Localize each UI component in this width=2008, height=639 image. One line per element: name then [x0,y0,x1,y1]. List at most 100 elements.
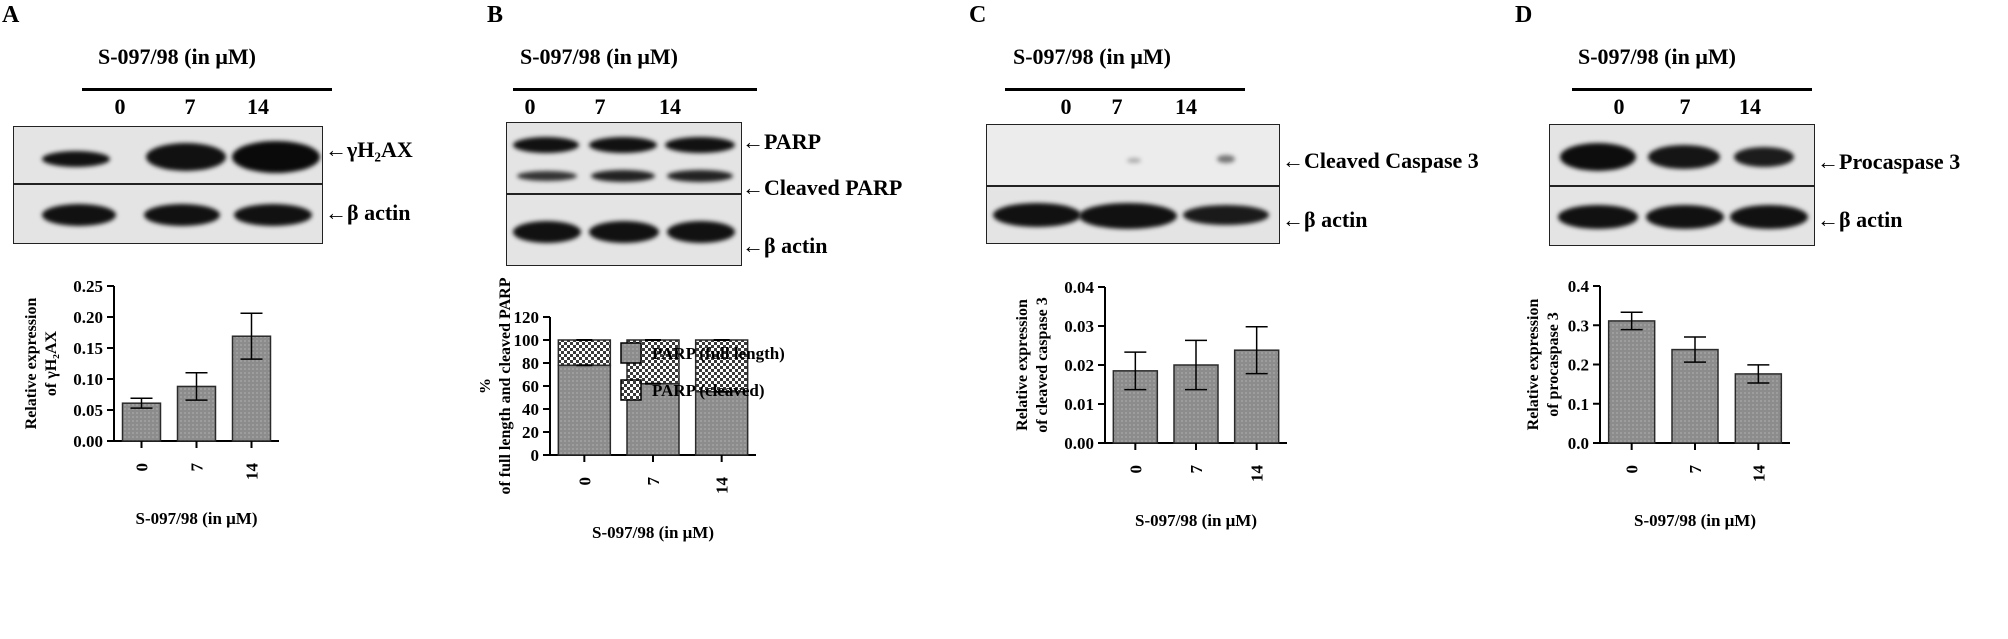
band [513,137,579,153]
blot-label-arrow: ← [1282,148,1304,173]
y-tick-label: 0.20 [73,308,103,327]
y-axis-label: % [480,378,494,394]
dose-label: 7 [184,94,196,119]
x-axis-label: S-097/98 (in μM) [1135,511,1257,530]
x-axis-label: S-097/98 (in μM) [1634,511,1756,530]
blot-label: β actin [1839,207,1903,232]
dose-label: 7 [594,94,606,119]
x-tick-label: 7 [1187,465,1206,474]
y-tick-label: 100 [514,331,540,350]
x-axis-label: S-097/98 (in μM) [592,523,714,542]
y-tick-label: 0.03 [1064,317,1094,336]
dose-label: 0 [1613,94,1625,119]
band [667,170,733,182]
blot-label-arrow: ← [1282,207,1304,232]
panel-a: A S-097/98 (in μM) 0 7 14 ← γH₂AX ← β ac… [0,0,500,639]
band [1646,205,1724,229]
x-tick-label: 7 [1686,465,1705,474]
blot-label: Cleaved Caspase 3 [1304,148,1479,173]
band [589,137,657,153]
y-tick-label: 0 [531,446,540,465]
legend-swatch [620,342,642,364]
y-axis-label: of γH₂AX [43,330,60,396]
y-tick-label: 0.2 [1568,356,1589,375]
blot-label: β actin [1304,207,1368,232]
treatment-line [82,88,332,91]
y-tick-label: 120 [514,308,540,327]
dose-label: 14 [659,94,681,119]
treatment-title: S-097/98 (in μM) [1013,44,1171,69]
y-axis-label: of full length and cleaved PARP [497,277,514,494]
blot-label: β actin [764,233,828,258]
blot-label: Cleaved PARP [764,175,903,200]
x-tick-label: 0 [1623,465,1642,474]
panel-letter: D [1515,2,1533,28]
blot-cleaved-caspase3 [986,124,1280,186]
legend-swatch [620,379,642,401]
y-tick-label: 0.25 [73,277,103,296]
blot-label-arrow: ← [742,129,764,154]
y-tick-label: 0.3 [1568,316,1589,335]
treatment-line [1005,88,1245,91]
band [993,203,1081,227]
blot-label: Procaspase 3 [1839,149,1961,174]
bar [1671,348,1719,444]
panel-letter: B [487,2,504,28]
y-tick-label: 0.0 [1568,434,1589,453]
bar-segment [694,391,749,456]
dose-label: 14 [1739,94,1761,119]
band [513,221,581,243]
x-tick-label: 0 [1126,465,1145,474]
blot-actin [506,194,742,266]
dose-label: 14 [1175,94,1197,119]
band [667,221,735,243]
y-tick-label: 80 [522,354,539,373]
treatment-line [513,88,757,91]
y-tick-label: 20 [522,423,539,442]
chart-a: 0.00 0.05 0.10 0.15 0.20 0.25 Relative express… [23,277,279,528]
band [1183,205,1269,225]
legend-label: PARP (full length) [652,344,785,363]
blot-label-arrow: ← [1817,207,1839,232]
blot-gh2ax [13,126,323,184]
blot-parp [506,122,742,194]
dose-label: 0 [114,94,126,119]
x-tick-label: 14 [1749,465,1768,483]
y-tick-label: 0.15 [73,339,103,358]
y-tick-label: 0.05 [73,401,103,420]
band [232,141,320,173]
blot-label-arrow: ← [1817,149,1839,174]
blot-actin [986,186,1280,244]
y-tick-label: 0.1 [1568,395,1589,414]
dose-label: 0 [524,94,536,119]
x-tick-label: 14 [1248,465,1267,483]
blot-actin [1549,186,1815,246]
bar-segment [557,339,612,367]
band [1127,158,1141,163]
y-tick-label: 0.02 [1064,356,1094,375]
chart-d: 0.0 0.1 0.2 0.3 0.4 Relative expression of pro… [1525,277,1790,530]
blot-label: γH₂AX [347,137,413,162]
panel-letter: C [969,2,987,28]
y-tick-label: 60 [522,377,539,396]
band [1730,205,1808,229]
treatment-title: S-097/98 (in μM) [98,44,256,69]
blot-label-arrow: ← [325,137,347,162]
bar [1734,373,1783,444]
panel-letter: A [2,2,20,28]
band [144,204,220,226]
band [1079,203,1177,229]
y-tick-label: 0.04 [1064,278,1094,297]
bar [121,402,162,442]
chart-b: 0 20 40 60 80 100 120%of full length and cleav… [480,277,785,542]
blot-label-arrow: ← [325,200,347,225]
dose-label: 0 [1060,94,1072,119]
blot-procaspase3 [1549,124,1815,186]
legend-label: PARP (cleaved) [652,381,765,400]
x-tick-label: 14 [713,477,732,495]
dose-label: 14 [247,94,269,119]
y-axis-label: Relative expression [23,298,40,430]
y-tick-label: 0.01 [1064,395,1094,414]
treatment-title: S-097/98 (in μM) [520,44,678,69]
x-tick-label: 0 [575,477,594,486]
